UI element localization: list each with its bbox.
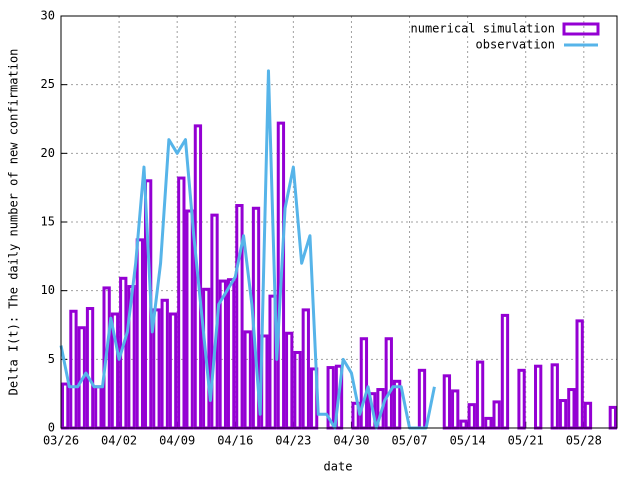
x-tick-label: 04/23 xyxy=(275,434,311,448)
y-tick-label: 20 xyxy=(41,146,55,160)
bar xyxy=(61,382,70,430)
y-tick-label: 10 xyxy=(41,283,55,297)
bar xyxy=(459,419,468,430)
bar xyxy=(500,313,510,430)
bar xyxy=(608,405,617,430)
y-tick-label: 5 xyxy=(48,352,55,366)
legend-label: observation xyxy=(476,38,555,52)
x-tick-label: 05/28 xyxy=(566,434,602,448)
bar xyxy=(85,307,95,430)
bar xyxy=(492,400,501,430)
bar xyxy=(301,308,310,430)
x-tick-label: 04/16 xyxy=(217,434,253,448)
bar xyxy=(475,360,485,430)
bar xyxy=(442,374,452,430)
bar xyxy=(243,330,252,430)
bar xyxy=(94,385,103,430)
bar xyxy=(135,238,144,430)
legend-swatch xyxy=(562,22,600,36)
bar xyxy=(567,388,576,430)
y-axis-label: Delta I(t): The daily number of new conf… xyxy=(7,49,21,396)
y-tick-label: 25 xyxy=(41,77,55,91)
x-axis-label: date xyxy=(324,460,353,474)
x-tick-label: 04/09 xyxy=(159,434,195,448)
bar xyxy=(285,331,294,430)
x-tick-label: 05/07 xyxy=(391,434,427,448)
bar xyxy=(583,401,593,430)
bar xyxy=(69,309,78,430)
bar xyxy=(235,204,244,430)
bar xyxy=(558,399,568,430)
bar xyxy=(359,337,369,430)
bar xyxy=(152,308,161,430)
bar xyxy=(293,350,302,430)
x-tick-label: 04/30 xyxy=(333,434,369,448)
bar xyxy=(467,403,476,430)
bar xyxy=(417,368,427,430)
bar xyxy=(517,368,526,430)
bar xyxy=(185,209,194,430)
bar xyxy=(168,312,178,430)
x-tick-label: 03/26 xyxy=(43,434,79,448)
y-tick-label: 0 xyxy=(48,421,55,435)
x-tick-label: 04/02 xyxy=(101,434,137,448)
y-tick-label: 30 xyxy=(41,9,55,23)
bar xyxy=(550,363,559,430)
bar xyxy=(384,337,393,430)
plot-border xyxy=(60,15,618,429)
bar xyxy=(177,176,186,430)
bar xyxy=(534,364,543,430)
x-tick-label: 05/21 xyxy=(508,434,544,448)
bar xyxy=(226,278,236,430)
legend-label: numerical simulation xyxy=(411,22,556,36)
bar xyxy=(451,389,460,430)
bar xyxy=(160,298,169,430)
x-tick-label: 05/14 xyxy=(450,434,486,448)
bar xyxy=(575,319,584,430)
line xyxy=(59,69,436,430)
bar xyxy=(484,416,493,430)
bar xyxy=(392,379,402,430)
y-tick-label: 15 xyxy=(41,215,55,229)
